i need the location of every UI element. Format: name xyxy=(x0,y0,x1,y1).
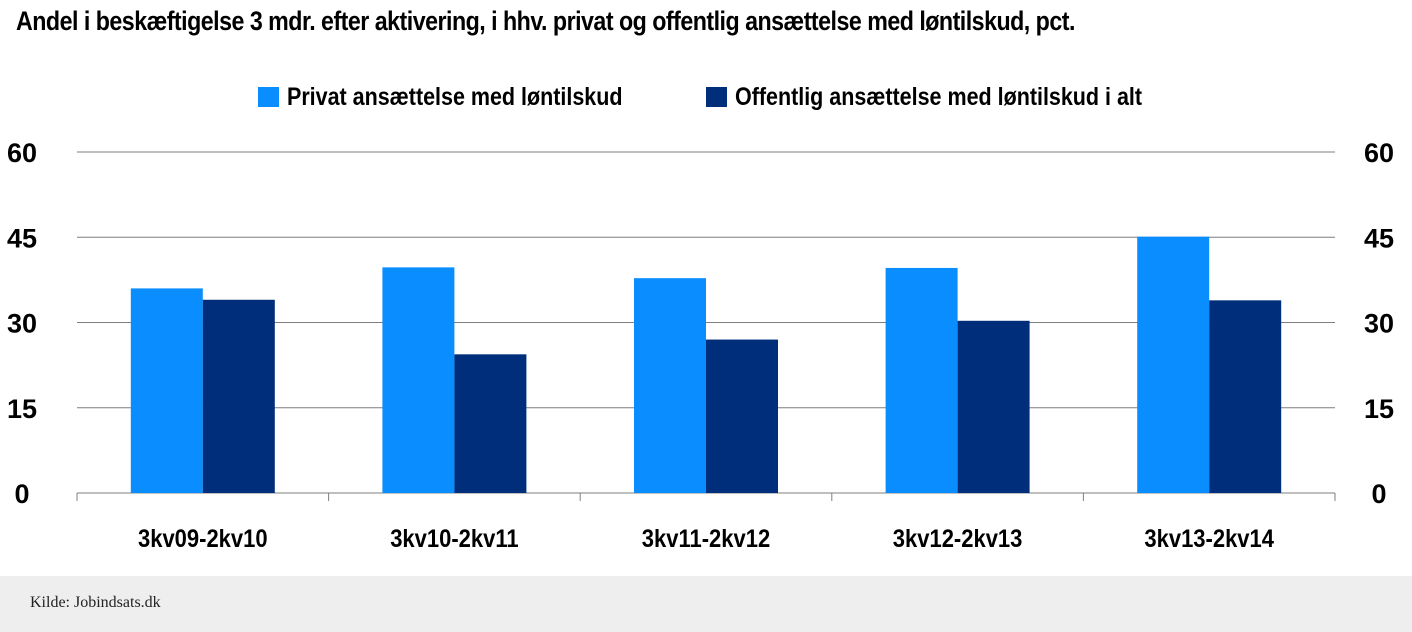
bar-offentlig xyxy=(706,339,778,493)
source-footer: Kilde: Jobindsats.dk xyxy=(0,576,1412,632)
x-tick-label: 3kv11-2kv12 xyxy=(642,525,770,553)
legend-swatch xyxy=(258,87,279,107)
x-tick-label: 3kv09-2kv10 xyxy=(138,525,268,553)
legend-label: Offentlig ansættelse med løntilskud i al… xyxy=(735,82,1142,110)
legend-label: Privat ansættelse med løntilskud xyxy=(287,82,622,110)
y-tick-label-left: 15 xyxy=(7,394,37,424)
bar-offentlig xyxy=(1209,300,1282,493)
bar-privat xyxy=(130,288,203,493)
bar-chart: Privat ansættelse med løntilskud Offentli… xyxy=(7,82,1394,553)
x-tick-label: 3kv13-2kv14 xyxy=(1144,525,1274,553)
x-tick-label: 3kv10-2kv11 xyxy=(390,525,518,553)
legend-swatch xyxy=(706,87,727,107)
y-tick-label-right: 0 xyxy=(1371,479,1386,509)
source-label: Kilde: Jobindsats.dk xyxy=(30,594,161,611)
bar-privat xyxy=(634,278,706,493)
bar-privat xyxy=(1137,236,1210,493)
bar-privat xyxy=(382,267,455,493)
y-tick-label-left: 45 xyxy=(7,223,37,253)
y-tick-label-right: 15 xyxy=(1364,394,1394,424)
y-tick-label-right: 60 xyxy=(1364,138,1394,168)
y-tick-label-left: 30 xyxy=(7,309,37,339)
bar-privat xyxy=(885,267,958,493)
bar-offentlig xyxy=(202,299,275,493)
bar-offentlig xyxy=(957,320,1030,493)
x-tick-label: 3kv12-2kv13 xyxy=(893,525,1023,553)
y-tick-label-left: 60 xyxy=(7,138,37,168)
y-tick-label-right: 45 xyxy=(1364,223,1394,253)
y-tick-label-right: 30 xyxy=(1364,309,1394,339)
bar-offentlig xyxy=(454,354,527,493)
y-tick-label-left: 0 xyxy=(14,479,29,509)
chart-title: Andel i beskæftigelse 3 mdr. efter aktiv… xyxy=(16,6,1075,36)
